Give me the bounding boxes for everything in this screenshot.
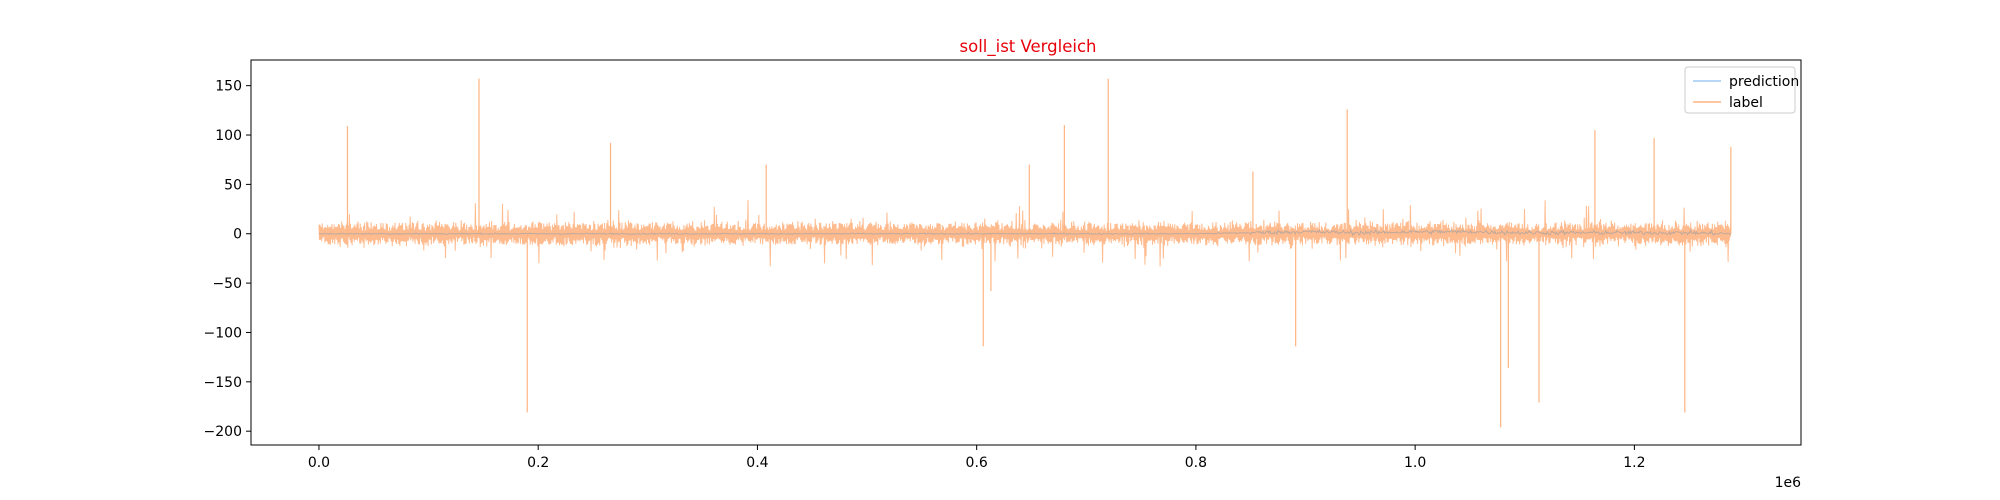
x-axis: 0.0 0.2 0.4 0.6 0.8 1.0 1.2 [308, 445, 1646, 471]
x-axis-offset-label: 1e6 [1775, 475, 1802, 491]
y-tick-label: 150 [215, 79, 242, 95]
plot-frame [250, 59, 1802, 446]
x-tick-label: 1.2 [1623, 455, 1645, 471]
x-tick-label: 0.6 [966, 455, 988, 471]
y-axis: 150 100 50 0 −50 −100 −150 −200 [204, 79, 251, 440]
plot-series [318, 78, 1732, 428]
series-line-prediction [318, 228, 1732, 237]
y-tick-label: −200 [204, 424, 242, 440]
legend-label-prediction: prediction [1729, 74, 1799, 90]
y-tick-label: −100 [204, 325, 242, 341]
chart-title: soll_ist Vergleich [960, 37, 1097, 57]
y-tick-label: −50 [212, 276, 242, 292]
x-tick-label: 0.2 [527, 455, 549, 471]
y-tick-label: 0 [233, 227, 242, 243]
y-tick-label: −150 [204, 375, 242, 391]
x-tick-label: 0.4 [746, 455, 768, 471]
legend-label-label: label [1729, 95, 1763, 111]
x-tick-label: 1.0 [1404, 455, 1426, 471]
x-tick-label: 0.8 [1185, 455, 1207, 471]
y-tick-label: 100 [215, 128, 242, 144]
legend: prediction label [1684, 66, 1799, 114]
y-tick-label: 50 [224, 177, 242, 193]
x-tick-label: 0.0 [308, 455, 330, 471]
